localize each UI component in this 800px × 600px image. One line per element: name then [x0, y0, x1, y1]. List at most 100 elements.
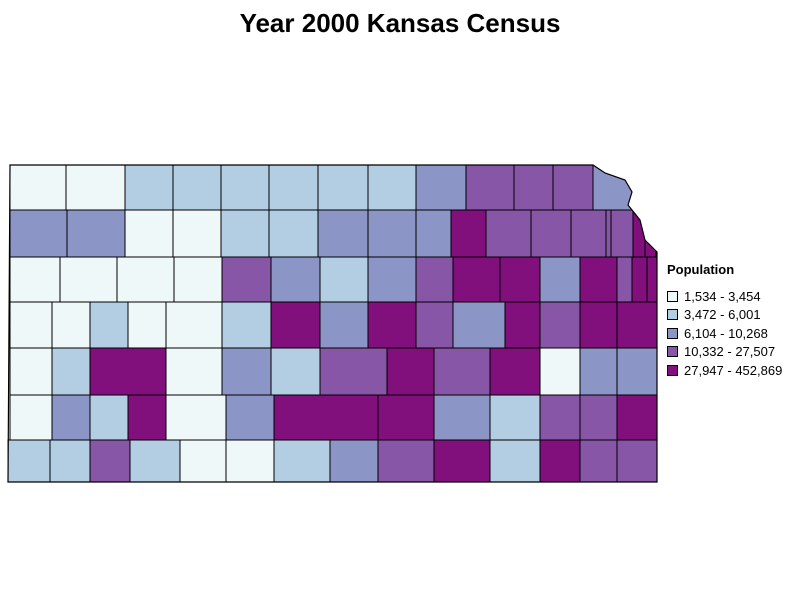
county [319, 347, 388, 396]
county [165, 301, 223, 349]
county [165, 347, 223, 396]
legend-swatch [667, 346, 678, 358]
county [319, 256, 369, 303]
legend-swatch [667, 309, 678, 321]
legend-swatch [667, 327, 678, 339]
state-outline [7, 164, 658, 483]
county [539, 347, 581, 396]
county [89, 301, 129, 349]
county [377, 394, 435, 441]
county [221, 301, 272, 349]
county [579, 394, 618, 441]
legend-label: 27,947 - 452,869 [684, 362, 783, 378]
county [221, 347, 272, 396]
county [268, 209, 319, 258]
county [504, 301, 541, 349]
county [513, 164, 554, 211]
county [452, 301, 506, 349]
county [499, 256, 541, 303]
county [367, 164, 417, 211]
county [225, 394, 275, 441]
county [179, 439, 227, 483]
county [124, 209, 174, 258]
county [9, 164, 67, 211]
legend-item: 3,472 - 6,001 [667, 306, 782, 325]
county [433, 394, 491, 441]
county [220, 209, 270, 258]
county [51, 301, 91, 349]
county [489, 394, 541, 441]
county [59, 256, 118, 303]
legend-swatch [667, 364, 678, 376]
county [270, 301, 321, 349]
county [127, 301, 167, 349]
county [579, 439, 618, 483]
legend-item: 6,104 - 10,268 [667, 324, 782, 343]
county [220, 164, 270, 211]
legend-item: 27,947 - 452,869 [667, 361, 782, 380]
county [367, 301, 417, 349]
county [489, 347, 541, 396]
county [631, 256, 648, 303]
county [116, 256, 175, 303]
county [579, 301, 618, 349]
county [317, 164, 369, 211]
county [377, 439, 435, 483]
county [415, 256, 454, 303]
county [386, 347, 435, 396]
map-title: Year 2000 Kansas Census [239, 8, 561, 38]
county [530, 209, 572, 258]
county [89, 394, 129, 441]
county [367, 209, 417, 258]
county [127, 394, 167, 441]
county [539, 256, 581, 303]
legend-label: 3,472 - 6,001 [684, 307, 761, 323]
county [616, 439, 658, 483]
county [579, 347, 618, 396]
county [124, 164, 174, 211]
county [610, 209, 634, 258]
county [539, 301, 581, 349]
county [172, 209, 222, 258]
county [51, 347, 91, 396]
county [89, 347, 167, 396]
county [616, 347, 658, 396]
legend-label: 10,332 - 27,507 [684, 344, 776, 360]
county [129, 439, 181, 483]
county [9, 394, 53, 441]
county [329, 439, 379, 483]
legend-swatch [667, 290, 678, 302]
county [9, 301, 53, 349]
legend-label: 1,534 - 3,454 [684, 288, 761, 304]
county [65, 164, 126, 211]
county [268, 164, 319, 211]
county [270, 256, 321, 303]
county [273, 439, 331, 483]
county [579, 256, 618, 303]
county [605, 209, 612, 258]
county [489, 439, 541, 483]
county [552, 164, 594, 211]
county [433, 347, 491, 396]
county [317, 209, 369, 258]
county [89, 439, 131, 483]
county [450, 209, 487, 258]
county [173, 256, 223, 303]
county [225, 439, 275, 483]
county [273, 394, 379, 441]
county [66, 209, 126, 258]
county [646, 256, 658, 303]
county [7, 439, 51, 483]
county [465, 164, 515, 211]
legend-title: Population [667, 262, 735, 277]
county [9, 256, 61, 303]
county [485, 209, 532, 258]
county [9, 209, 68, 258]
county [415, 164, 467, 211]
county [319, 301, 369, 349]
county [539, 394, 581, 441]
county [49, 439, 91, 483]
county [539, 439, 581, 483]
county [367, 256, 417, 303]
